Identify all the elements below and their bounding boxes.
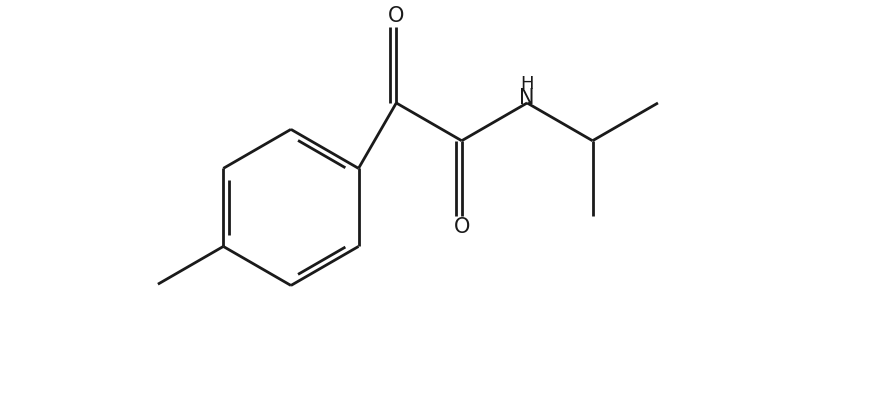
Text: O: O <box>453 217 470 237</box>
Text: N: N <box>520 88 535 108</box>
Text: H: H <box>521 75 534 93</box>
Text: O: O <box>388 6 405 26</box>
